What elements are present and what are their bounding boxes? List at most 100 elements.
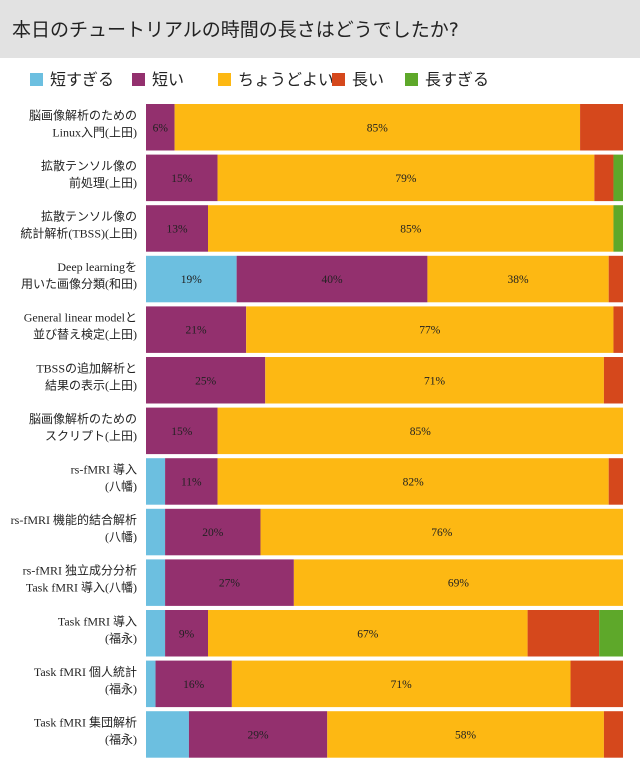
value-label: 15% xyxy=(171,426,193,438)
y-tick-label: 拡散テンソル像の前処理(上田) xyxy=(41,158,137,190)
bar-segment xyxy=(146,306,247,353)
y-tick-label: 脳画像解析のための Linux入門(上田) xyxy=(29,108,137,139)
legend-swatch xyxy=(218,73,231,86)
y-tick-label: General linear modelと並び替え検定(上田) xyxy=(24,311,137,342)
bar-segment xyxy=(265,357,604,404)
bar-segment xyxy=(146,357,266,404)
value-label: 38% xyxy=(508,274,530,286)
bar-segment xyxy=(146,559,166,606)
bar-segment xyxy=(146,458,166,505)
y-tick-label: Task fMRI 導入 (福永) xyxy=(58,614,137,645)
y-tick-label-line: 並び替え検定(上田) xyxy=(33,327,137,342)
y-tick-label-line: 結果の表示(上田) xyxy=(45,378,137,392)
value-label: 21% xyxy=(186,325,208,337)
value-label: 85% xyxy=(367,122,389,134)
y-tick-label-line: rs-fMRI 導入 xyxy=(71,462,137,476)
value-label: 71% xyxy=(424,375,446,387)
legend-swatch xyxy=(30,73,43,86)
y-tick-label-line: 用いた画像分類(和田) xyxy=(21,277,137,291)
bar-segment xyxy=(608,255,623,303)
bar-segment xyxy=(208,205,614,252)
y-tick-label: 脳画像解析のためのスクリプト(上田) xyxy=(29,412,137,443)
bar-segment xyxy=(246,306,614,353)
y-tick-label-line: rs-fMRI 機能的結合解析 xyxy=(11,512,137,527)
bar-segment xyxy=(165,559,294,606)
bar-segment xyxy=(613,306,623,353)
legend-label: 短い xyxy=(152,70,184,89)
chart-title: 本日のチュートリアルの時間の長さはどうでしたか? xyxy=(12,19,459,41)
bar-segment xyxy=(613,154,623,202)
y-tick-label-line: スクリプト(上田) xyxy=(45,429,137,443)
bar-segment xyxy=(165,458,218,505)
bar-segment xyxy=(293,559,623,606)
value-label: 19% xyxy=(181,274,203,286)
legend-swatch xyxy=(405,73,418,86)
value-label: 13% xyxy=(166,223,188,235)
value-label: 71% xyxy=(391,679,413,691)
value-label: 29% xyxy=(248,729,270,741)
bar-segment xyxy=(231,660,571,708)
value-label: 76% xyxy=(431,527,453,539)
bar-segment xyxy=(427,255,609,303)
y-tick-label: Task fMRI 個人統計 (福永) xyxy=(34,664,137,696)
y-tick-label-line: Task fMRI 集団解析 xyxy=(34,714,137,729)
value-label: 25% xyxy=(195,375,217,387)
value-label: 69% xyxy=(448,578,470,590)
bar-segment xyxy=(599,610,623,657)
y-tick-label-line: General linear modelと xyxy=(24,311,137,325)
value-label: 85% xyxy=(400,223,422,235)
y-tick-label-line: (福永) xyxy=(105,731,137,746)
y-tick-label: rs-fMRI 独立成分分析 Task fMRI 導入(八幡) xyxy=(23,563,137,595)
y-tick-label-line: 脳画像解析のための xyxy=(29,412,137,426)
y-tick-label: TBSSの追加解析と結果の表示(上田) xyxy=(36,360,137,392)
value-label: 27% xyxy=(219,578,241,590)
value-label: 40% xyxy=(321,274,343,286)
bar-segment xyxy=(613,205,623,252)
y-tick-label-line: Linux入門(上田) xyxy=(52,125,137,139)
bar-segment xyxy=(570,660,623,708)
bar-segment xyxy=(146,205,209,252)
y-tick-label-line: 拡散テンソル像の xyxy=(41,158,137,173)
value-label: 85% xyxy=(410,426,432,438)
y-tick-label-line: (福永) xyxy=(105,681,137,696)
value-label: 82% xyxy=(403,476,425,488)
value-label: 67% xyxy=(357,628,379,640)
value-label: 11% xyxy=(181,476,202,488)
bar-segment xyxy=(146,154,218,202)
bar-segment xyxy=(603,711,623,758)
bar-segment xyxy=(208,610,528,657)
legend-label: ちょうどよい xyxy=(238,70,334,89)
y-tick-label-line: (八幡) xyxy=(105,529,137,544)
bar-segment xyxy=(188,711,328,758)
bar-segment xyxy=(165,610,209,657)
bar-segment xyxy=(217,407,624,455)
y-tick-label-line: 拡散テンソル像の xyxy=(41,208,137,223)
y-tick-label: rs-fMRI 導入 (八幡) xyxy=(71,462,137,493)
y-tick-label-line: 前処理(上田) xyxy=(69,175,137,190)
bar-segment xyxy=(603,357,623,404)
value-label: 77% xyxy=(419,325,441,337)
y-tick-label-line: (福永) xyxy=(105,630,137,645)
bar-segment xyxy=(260,508,623,556)
bar-segment xyxy=(236,255,428,303)
legend-swatch xyxy=(132,73,145,86)
bar-segment xyxy=(146,711,189,758)
value-label: 79% xyxy=(395,173,417,185)
legend-label: 短すぎる xyxy=(50,70,114,89)
y-tick-label: Task fMRI 集団解析 (福永) xyxy=(34,714,137,746)
bar-segment xyxy=(146,255,237,303)
bar-segment xyxy=(146,508,166,556)
y-tick-label-line: TBSSの追加解析と xyxy=(36,360,137,375)
y-tick-label-line: rs-fMRI 独立成分分析 xyxy=(23,563,137,578)
y-tick-label-line: Task fMRI 導入 xyxy=(58,614,137,628)
value-label: 20% xyxy=(202,527,224,539)
y-tick-label-line: 脳画像解析のための xyxy=(29,108,137,122)
value-label: 6% xyxy=(153,122,169,134)
y-tick-label-line: (八幡) xyxy=(105,478,137,493)
value-label: 16% xyxy=(183,679,205,691)
y-tick-label: Deep learningを用いた画像分類(和田) xyxy=(21,260,137,291)
bar-segment xyxy=(217,458,609,505)
bar-segment xyxy=(165,508,261,556)
